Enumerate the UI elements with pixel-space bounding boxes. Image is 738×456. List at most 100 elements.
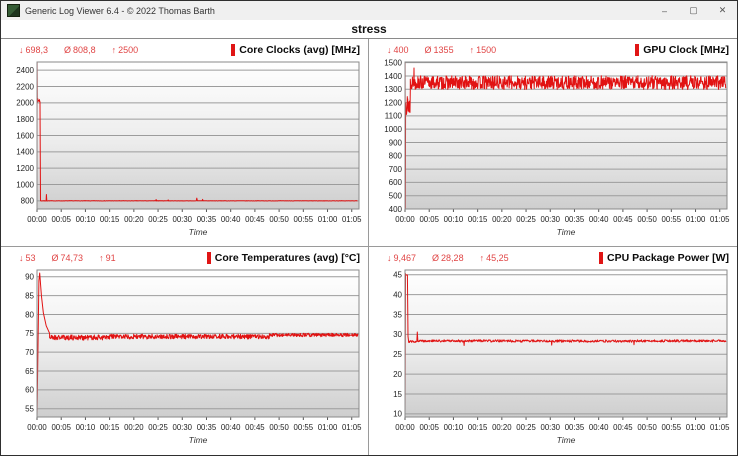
svg-text:01:05: 01:05 xyxy=(710,423,730,432)
svg-text:00:25: 00:25 xyxy=(516,215,536,224)
close-button[interactable]: ✕ xyxy=(718,5,727,15)
svg-text:80: 80 xyxy=(25,310,34,319)
svg-text:00:30: 00:30 xyxy=(541,423,561,432)
svg-text:00:40: 00:40 xyxy=(221,215,241,224)
stat-min: ↓ 9,467 xyxy=(387,253,416,263)
svg-text:00:45: 00:45 xyxy=(245,423,265,432)
stat-min: ↓ 400 xyxy=(387,45,409,55)
svg-text:55: 55 xyxy=(25,405,34,414)
svg-text:2400: 2400 xyxy=(16,66,34,75)
svg-text:01:00: 01:00 xyxy=(686,423,706,432)
svg-text:20: 20 xyxy=(393,370,402,379)
svg-text:40: 40 xyxy=(393,290,402,299)
svg-text:00:05: 00:05 xyxy=(419,423,439,432)
svg-text:01:00: 01:00 xyxy=(318,215,338,224)
svg-text:00:55: 00:55 xyxy=(294,215,314,224)
svg-text:00:20: 00:20 xyxy=(124,215,144,224)
stat-min-value: 9,467 xyxy=(393,253,417,263)
svg-text:1400: 1400 xyxy=(16,148,34,157)
svg-text:01:05: 01:05 xyxy=(342,215,362,224)
chart-plot[interactable]: 55 60 65 70 75 80 85 90 00:00 00:05 00:10 00:15 00:2… xyxy=(5,267,365,453)
svg-text:75: 75 xyxy=(25,329,34,338)
svg-text:1600: 1600 xyxy=(16,131,34,140)
svg-text:35: 35 xyxy=(393,310,402,319)
svg-text:85: 85 xyxy=(25,291,34,300)
svg-text:600: 600 xyxy=(389,178,403,187)
stat-min: ↓ 698,3 xyxy=(19,45,48,55)
stat-max-value: 91 xyxy=(105,253,116,263)
svg-text:1500: 1500 xyxy=(384,59,402,67)
minimize-button[interactable]: – xyxy=(661,5,667,16)
svg-text:00:35: 00:35 xyxy=(565,215,585,224)
svg-text:00:25: 00:25 xyxy=(148,423,168,432)
svg-text:00:20: 00:20 xyxy=(124,423,144,432)
series-color-swatch xyxy=(206,252,211,264)
stat-avg: Ø 28,28 xyxy=(432,253,464,263)
stat-min-value: 53 xyxy=(25,253,36,263)
svg-text:800: 800 xyxy=(389,152,403,161)
chart-title-group: Core Clocks (avg) [MHz] xyxy=(231,44,360,56)
stat-avg: Ø 1355 xyxy=(425,45,454,55)
svg-text:00:45: 00:45 xyxy=(245,215,265,224)
svg-text:00:00: 00:00 xyxy=(27,423,47,432)
min-arrow-icon: ↓ xyxy=(387,45,392,55)
svg-text:00:00: 00:00 xyxy=(395,215,415,224)
chart-panel-core-clocks: ↓ 698,3 Ø 808,8 ↑ 2500 Core Clocks (avg) [M… xyxy=(1,39,369,247)
svg-text:00:20: 00:20 xyxy=(492,215,512,224)
maximize-button[interactable]: ▢ xyxy=(689,5,698,15)
svg-text:00:55: 00:55 xyxy=(662,215,682,224)
avg-symbol-icon: Ø xyxy=(424,45,432,55)
svg-text:Time: Time xyxy=(189,435,208,445)
stat-max-value: 2500 xyxy=(118,45,139,55)
svg-text:00:50: 00:50 xyxy=(269,215,289,224)
svg-text:1200: 1200 xyxy=(384,98,402,107)
svg-text:00:40: 00:40 xyxy=(589,423,609,432)
svg-text:00:25: 00:25 xyxy=(148,215,168,224)
svg-text:00:25: 00:25 xyxy=(516,423,536,432)
svg-text:1300: 1300 xyxy=(384,85,402,94)
chart-stats-row: ↓ 9,467 Ø 28,28 ↑ 45,25 CPU Package Power [… xyxy=(373,249,737,267)
series-color-swatch xyxy=(599,252,604,264)
svg-text:45: 45 xyxy=(393,271,402,280)
svg-text:00:05: 00:05 xyxy=(419,215,439,224)
stat-avg-value: 74,73 xyxy=(60,253,84,263)
chart-plot[interactable]: 10 15 20 25 30 35 40 45 00:00 00:05 00:10 00:15 00:2… xyxy=(373,267,733,453)
chart-stats-row: ↓ 698,3 Ø 808,8 ↑ 2500 Core Clocks (avg) [M… xyxy=(5,41,368,59)
svg-text:00:15: 00:15 xyxy=(100,423,120,432)
chart-panel-core-temperatures: ↓ 53 Ø 74,73 ↑ 91 Core Temperatures (avg) [… xyxy=(1,247,369,455)
titlebar[interactable]: Generic Log Viewer 6.4 - © 2022 Thomas B… xyxy=(1,1,737,20)
max-arrow-icon: ↑ xyxy=(469,45,475,55)
chart-plot[interactable]: 400 500 600 700 800 900 1000 1100 1200 1300 1400 15… xyxy=(373,59,733,245)
svg-text:1000: 1000 xyxy=(384,125,402,134)
svg-text:00:15: 00:15 xyxy=(468,423,488,432)
svg-text:70: 70 xyxy=(25,348,34,357)
stat-max: ↑ 45,25 xyxy=(480,253,509,263)
stat-min-value: 400 xyxy=(393,45,409,55)
svg-text:60: 60 xyxy=(25,386,34,395)
stat-max: ↑ 91 xyxy=(99,253,116,263)
svg-text:2000: 2000 xyxy=(16,99,34,108)
chart-title-group: Core Temperatures (avg) [°C] xyxy=(206,252,360,264)
svg-text:00:05: 00:05 xyxy=(51,215,71,224)
series-color-swatch xyxy=(231,44,236,56)
stat-avg-value: 28,28 xyxy=(441,253,464,263)
svg-text:00:45: 00:45 xyxy=(613,423,633,432)
charts-grid: ↓ 698,3 Ø 808,8 ↑ 2500 Core Clocks (avg) [M… xyxy=(1,38,737,455)
stat-max: ↑ 2500 xyxy=(112,45,139,55)
svg-text:10: 10 xyxy=(393,410,402,419)
svg-text:1000: 1000 xyxy=(16,180,34,189)
svg-text:00:30: 00:30 xyxy=(173,215,193,224)
chart-plot[interactable]: 800 1000 1200 1400 1600 1800 2000 2200 2400 00:00… xyxy=(5,59,365,245)
chart-title-group: GPU Clock [MHz] xyxy=(635,44,729,56)
stat-min-value: 698,3 xyxy=(25,45,49,55)
svg-text:30: 30 xyxy=(393,330,402,339)
svg-text:700: 700 xyxy=(389,165,403,174)
chart-title: Core Temperatures (avg) [°C] xyxy=(214,252,360,264)
svg-text:00:00: 00:00 xyxy=(27,215,47,224)
svg-text:00:15: 00:15 xyxy=(468,215,488,224)
svg-text:00:10: 00:10 xyxy=(444,215,464,224)
chart-title: CPU Package Power [W] xyxy=(607,252,729,264)
svg-text:00:15: 00:15 xyxy=(100,215,120,224)
svg-text:65: 65 xyxy=(25,367,34,376)
svg-text:00:55: 00:55 xyxy=(294,423,314,432)
